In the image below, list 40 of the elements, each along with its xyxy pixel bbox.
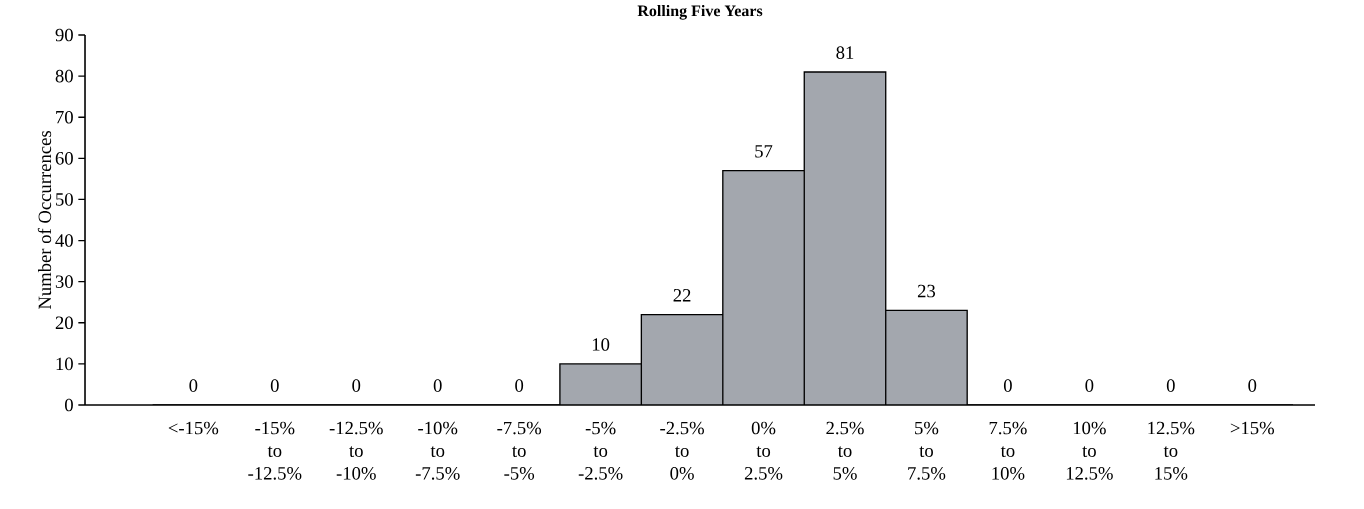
y-tick-label: 50 xyxy=(56,193,73,206)
data-label: 23 xyxy=(917,284,936,298)
y-tick-label: 90 xyxy=(55,28,73,42)
y-tick-label: 80 xyxy=(55,69,73,83)
data-label: 0 xyxy=(270,379,279,392)
x-tick-label: 5% to 7.5% xyxy=(908,421,946,480)
y-tick-label: 10 xyxy=(56,357,73,371)
y-tick-label: 30 xyxy=(55,275,73,288)
y-axis-title: Number of Occurrences xyxy=(37,131,52,310)
y-tick-label: 60 xyxy=(55,152,73,165)
data-label: 22 xyxy=(673,289,691,302)
y-tick-label: 70 xyxy=(56,110,73,124)
data-label: 0 xyxy=(515,379,524,392)
x-tick-label: -5% to -2.5% xyxy=(578,421,623,480)
data-label: 0 xyxy=(433,379,442,392)
data-label: 10 xyxy=(592,338,610,351)
x-tick-label: -12.5% to -10% xyxy=(329,421,383,480)
data-label: 0 xyxy=(189,379,198,392)
x-tick-label: 12.5% to 15% xyxy=(1148,421,1195,480)
data-label: 0 xyxy=(1248,379,1257,392)
data-label: 0 xyxy=(1003,379,1012,392)
y-tick-label: 40 xyxy=(55,234,73,247)
data-label: 0 xyxy=(1166,379,1175,392)
x-tick-label: -15% to -12.5% xyxy=(248,421,302,480)
y-tick-label: 20 xyxy=(55,316,73,330)
x-tick-label: 2.5% to 5% xyxy=(826,421,864,480)
x-tick-label: 10% to 12.5% xyxy=(1066,421,1113,480)
x-tick-label: <-15% xyxy=(168,421,219,435)
x-tick-label: -7.5% to -5% xyxy=(497,421,542,480)
y-tick-label: 0 xyxy=(65,398,73,412)
data-label: 0 xyxy=(1085,379,1094,392)
x-tick-label: -10% to -7.5% xyxy=(415,421,460,480)
chart-title: Rolling Five Years xyxy=(637,4,763,20)
data-label: 81 xyxy=(836,46,854,59)
x-tick-label: 7.5% to 10% xyxy=(989,421,1027,480)
x-tick-label: -2.5% to 0% xyxy=(660,421,704,480)
data-label: 0 xyxy=(352,379,361,392)
x-tick-label: 0% to 2.5% xyxy=(744,421,783,480)
data-label: 57 xyxy=(755,145,773,158)
x-tick-label: >15% xyxy=(1230,421,1275,435)
